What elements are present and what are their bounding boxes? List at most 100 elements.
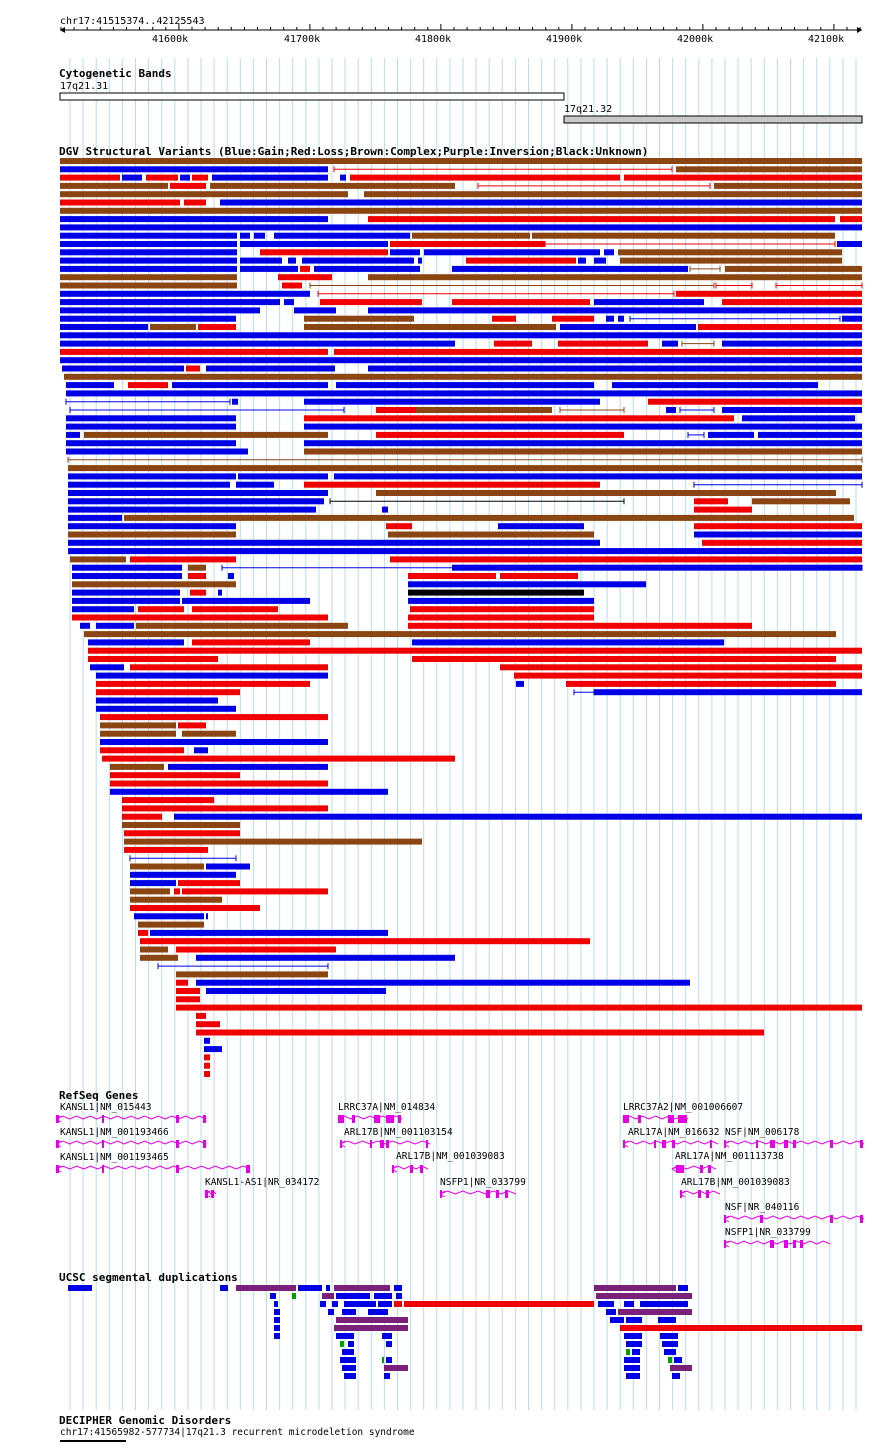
- dgv-variant: [66, 382, 114, 389]
- gene-label[interactable]: NSFP1|NR_033799: [725, 1227, 811, 1238]
- dgv-variant: [204, 1071, 210, 1077]
- dgv-variant: [648, 398, 862, 405]
- gene-label[interactable]: NSF|NR_040116: [725, 1202, 800, 1213]
- gene-label[interactable]: ARL17B|NM_001103154: [344, 1127, 453, 1138]
- cytoband-label[interactable]: 17q21.32: [564, 104, 613, 115]
- dgv-variant: [122, 174, 142, 181]
- gene-exon: [724, 1215, 726, 1223]
- dgv-variant: [130, 871, 236, 878]
- gene-exon: [860, 1140, 863, 1148]
- dgv-variant: [274, 232, 410, 239]
- gene-exon: [706, 1190, 709, 1198]
- gene-label[interactable]: LRRC37A2|NM_001006607: [623, 1102, 744, 1113]
- gene-exon: [770, 1240, 774, 1248]
- gene-exon: [623, 1115, 629, 1123]
- segdup-feature: [236, 1285, 296, 1291]
- gene-label[interactable]: ARL17B|NM_001039083: [396, 1151, 505, 1162]
- dgv-variant: [84, 631, 836, 638]
- dgv-variant: [837, 241, 862, 247]
- dgv-variant: [260, 249, 388, 256]
- gene-label[interactable]: NSFP1|NR_033799: [440, 1177, 526, 1188]
- dgv-variant: [100, 739, 328, 745]
- dgv-variant: [466, 257, 576, 264]
- dgv-variant: [514, 672, 862, 679]
- gene-label[interactable]: NSF|NM_006178: [725, 1127, 800, 1138]
- dgv-variant: [138, 929, 148, 936]
- dgv-variant: [282, 282, 302, 289]
- dgv-variant: [725, 265, 862, 272]
- gene-exon: [830, 1215, 833, 1223]
- dgv-variant: [60, 232, 237, 239]
- dgv-variant: [314, 265, 420, 272]
- gene-label[interactable]: KANSL1-AS1|NR_034172: [205, 1177, 320, 1188]
- dgv-variant: [304, 448, 862, 455]
- dgv-variant: [96, 672, 328, 679]
- dgv-variant: [60, 348, 328, 355]
- dgv-variant: [364, 191, 862, 198]
- segdup-feature: [382, 1357, 384, 1363]
- gene-label[interactable]: KANSL1|NM_001193466: [60, 1127, 169, 1138]
- gene-exon: [102, 1115, 104, 1123]
- segdup-feature: [626, 1317, 642, 1323]
- segdup-feature: [386, 1341, 392, 1347]
- dgv-variant: [60, 216, 328, 223]
- dgv-variant: [60, 224, 862, 231]
- gene-exon: [756, 1140, 758, 1148]
- segdup-feature: [334, 1285, 390, 1291]
- gene-exon: [860, 1215, 863, 1223]
- cytoband-17q21-31: [59, 92, 565, 101]
- dgv-variant: [722, 299, 862, 306]
- dgv-variant: [218, 589, 222, 596]
- dgv-variant: [178, 722, 206, 729]
- dgv-variant: [60, 290, 310, 297]
- cytoband-label[interactable]: 17q21.31: [60, 81, 109, 92]
- dgv-variant: [516, 680, 524, 687]
- dgv-variant: [176, 971, 328, 978]
- gene-label[interactable]: ARL17A|NM_016632: [628, 1127, 720, 1138]
- dgv-variant: [694, 523, 862, 530]
- dgv-variant: [708, 431, 754, 438]
- gene-intron: [723, 1215, 865, 1220]
- dgv-variant: [758, 431, 862, 438]
- dgv-variant: [130, 556, 236, 563]
- gene-label[interactable]: ARL17B|NM_001039083: [681, 1177, 790, 1188]
- dgv-variant: [532, 232, 835, 239]
- dgv-variant: [376, 490, 836, 496]
- gene-strand-arrow: [723, 1215, 730, 1223]
- dgv-variant: [694, 498, 728, 505]
- dgv-variant: [172, 382, 328, 389]
- segdup-feature: [624, 1301, 634, 1307]
- dgv-variant: [66, 390, 862, 397]
- decipher-feature-label[interactable]: chr17:41565982-577734|17q21.3 recurrent …: [60, 1427, 415, 1438]
- gene-exon: [176, 1140, 179, 1148]
- dgv-variant: [60, 166, 328, 173]
- dgv-variant: [382, 506, 388, 513]
- dgv-variant: [60, 207, 862, 214]
- gene-exon: [496, 1190, 499, 1198]
- gene-label[interactable]: LRRC37A|NM_014834: [338, 1102, 436, 1113]
- segdup-feature: [344, 1373, 356, 1379]
- gene-intron: [55, 1140, 207, 1145]
- dgv-variant: [390, 556, 862, 563]
- segdup-feature: [632, 1349, 640, 1355]
- dgv-variant: [278, 274, 332, 281]
- gene-strand-arrow: [391, 1165, 398, 1173]
- gene-strand-arrow: [55, 1165, 62, 1173]
- gene-exon: [410, 1165, 413, 1173]
- gene-exon: [668, 1115, 674, 1123]
- dgv-variant: [130, 863, 204, 870]
- dgv-variant: [376, 431, 624, 438]
- gene-label[interactable]: KANSL1|NM_015443: [60, 1102, 152, 1113]
- gene-exon: [380, 1140, 384, 1148]
- dgv-variant: [334, 348, 862, 355]
- dgv-variant: [188, 573, 206, 579]
- segdup-feature: [382, 1333, 392, 1339]
- dgv-variant: [220, 199, 862, 206]
- dgv-variant: [676, 290, 862, 297]
- ruler-tick-label: 41700k: [284, 34, 321, 45]
- gene-label[interactable]: KANSL1|NM_001193465: [60, 1152, 169, 1163]
- gene-label[interactable]: ARL17A|NM_001113738: [675, 1151, 784, 1162]
- dgv-variant: [552, 315, 594, 322]
- dgv-variant: [136, 622, 348, 629]
